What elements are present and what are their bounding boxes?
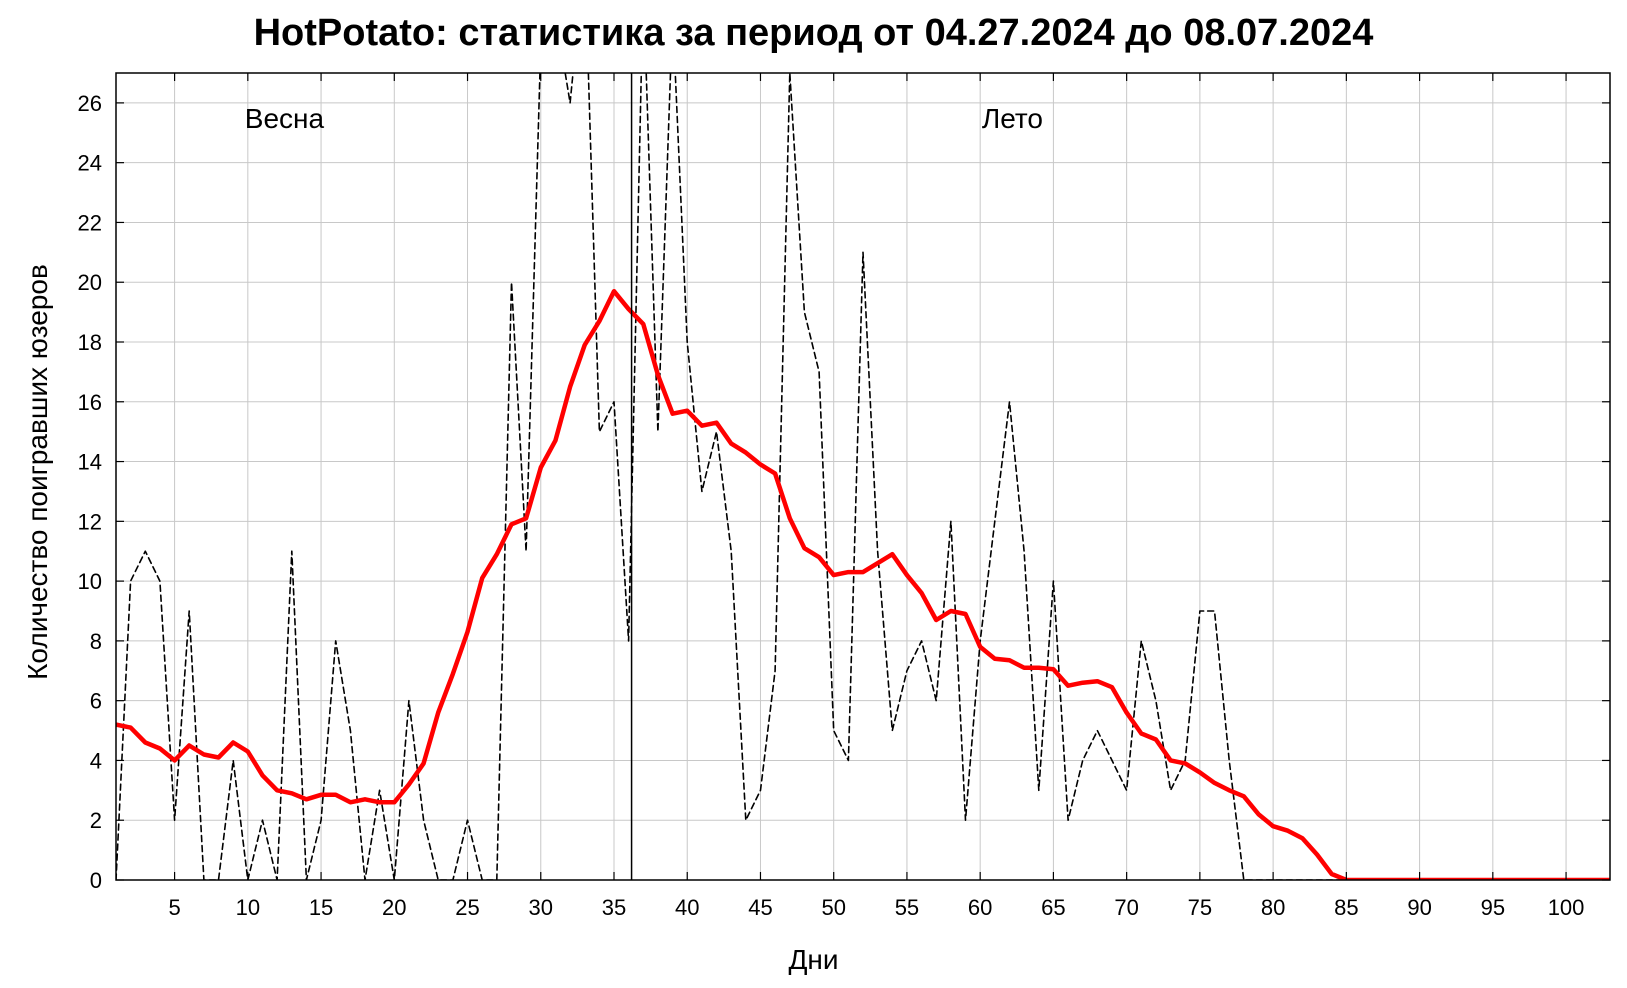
daily-users-line xyxy=(116,73,1610,880)
x-tick-label: 55 xyxy=(895,895,919,920)
chart-title: HotPotato: статистика за период от 04.27… xyxy=(253,12,1374,54)
y-tick-label: 2 xyxy=(90,808,102,833)
x-tick-label: 50 xyxy=(821,895,845,920)
grid xyxy=(116,73,1610,881)
y-tick-label: 12 xyxy=(78,509,102,534)
x-tick-label: 15 xyxy=(309,895,333,920)
x-tick-label: 5 xyxy=(168,895,180,920)
y-tick-label: 14 xyxy=(78,450,102,475)
y-tick-label: 20 xyxy=(78,270,102,295)
y-tick-label: 10 xyxy=(78,569,102,594)
x-tick-label: 100 xyxy=(1548,895,1585,920)
plot-frame xyxy=(115,72,1611,881)
x-tick-label: 85 xyxy=(1334,895,1358,920)
x-tick-label: 25 xyxy=(455,895,479,920)
smoothed-users-line xyxy=(116,288,1610,880)
x-tick-label: 10 xyxy=(236,895,260,920)
season-label-summer: Лето xyxy=(982,103,1043,134)
x-tick-label: 75 xyxy=(1188,895,1212,920)
x-tick-label: 70 xyxy=(1114,895,1138,920)
x-tick-label: 80 xyxy=(1261,895,1285,920)
x-tick-label: 90 xyxy=(1407,895,1431,920)
x-tick-label: 65 xyxy=(1041,895,1065,920)
y-tick-label: 8 xyxy=(90,629,102,654)
x-tick-label: 35 xyxy=(602,895,626,920)
y-tick-label: 0 xyxy=(90,868,102,893)
axis-ticks: 5 10 15 20 25 30 35 40 45 50 55 60 65 70 75 80 85 90 95 100… xyxy=(78,73,1610,920)
series-layer xyxy=(116,73,1610,880)
y-tick-label: 4 xyxy=(90,748,102,773)
season-label-spring: Весна xyxy=(245,103,325,134)
y-tick-label: 18 xyxy=(78,330,102,355)
y-tick-label: 6 xyxy=(90,689,102,714)
x-tick-label: 20 xyxy=(382,895,406,920)
x-tick-label: 60 xyxy=(968,895,992,920)
x-tick-label: 30 xyxy=(529,895,553,920)
annotations: Весна Лето xyxy=(245,73,1043,880)
x-tick-label: 95 xyxy=(1481,895,1505,920)
y-tick-label: 16 xyxy=(78,390,102,415)
x-tick-label: 45 xyxy=(748,895,772,920)
x-axis-label: Дни xyxy=(788,944,839,975)
y-tick-label: 26 xyxy=(78,91,102,116)
y-tick-label: 24 xyxy=(78,151,102,176)
y-tick-label: 22 xyxy=(78,210,102,235)
x-tick-label: 40 xyxy=(675,895,699,920)
